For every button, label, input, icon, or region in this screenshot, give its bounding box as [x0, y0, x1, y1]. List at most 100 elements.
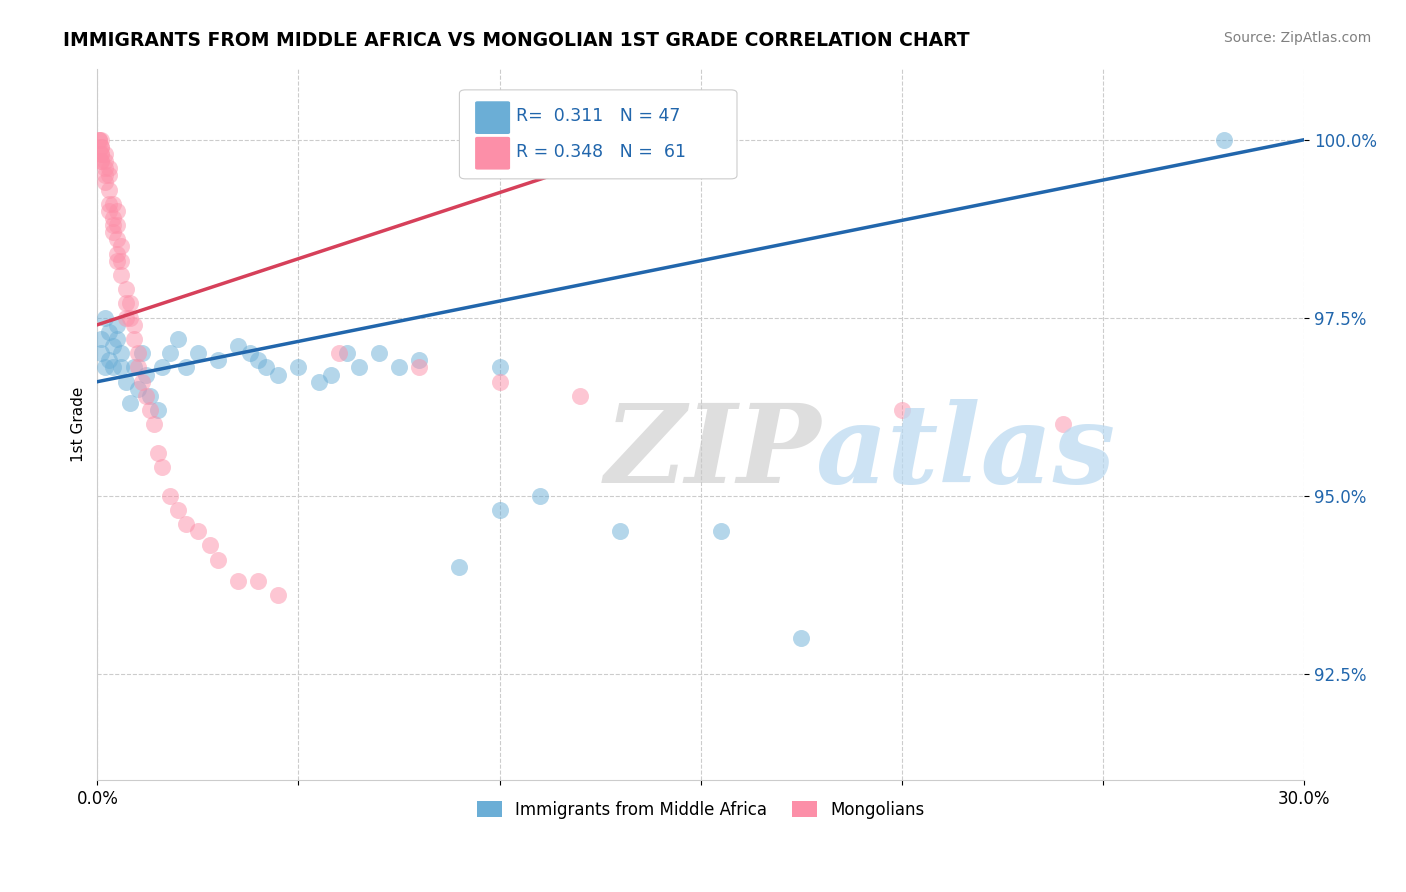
Point: [94, 161, 117, 176]
Point: [90, 140, 112, 154]
Point: [569, 389, 592, 403]
Point: [207, 353, 229, 368]
Point: [138, 403, 160, 417]
Point: [94, 360, 117, 375]
Point: [114, 310, 136, 325]
Point: [98, 325, 121, 339]
Point: [336, 346, 359, 360]
Point: [529, 489, 551, 503]
Point: [90, 147, 112, 161]
Point: [159, 489, 181, 503]
Point: [90, 147, 112, 161]
Point: [308, 375, 330, 389]
Text: Source: ZipAtlas.com: Source: ZipAtlas.com: [1223, 31, 1371, 45]
Point: [287, 360, 309, 375]
Point: [319, 368, 342, 382]
Point: [98, 169, 121, 183]
Point: [159, 346, 181, 360]
Point: [90, 332, 112, 346]
Point: [146, 403, 169, 417]
Point: [408, 353, 430, 368]
Y-axis label: 1st Grade: 1st Grade: [72, 387, 86, 462]
Point: [94, 147, 117, 161]
Point: [198, 538, 221, 552]
Point: [94, 169, 117, 183]
Point: [110, 360, 132, 375]
Point: [107, 203, 129, 218]
Point: [368, 346, 391, 360]
FancyBboxPatch shape: [475, 102, 510, 134]
Point: [94, 175, 117, 189]
Point: [226, 574, 249, 588]
FancyBboxPatch shape: [475, 136, 510, 169]
Point: [254, 360, 277, 375]
Point: [267, 368, 290, 382]
Point: [142, 417, 165, 432]
Point: [127, 382, 149, 396]
Point: [107, 232, 129, 246]
Point: [449, 559, 471, 574]
Point: [174, 360, 197, 375]
Text: R = 0.348   N =  61: R = 0.348 N = 61: [516, 143, 686, 161]
Point: [388, 360, 411, 375]
Point: [488, 375, 510, 389]
Point: [328, 346, 350, 360]
Point: [98, 161, 121, 176]
Point: [166, 332, 188, 346]
Point: [890, 403, 912, 417]
Point: [103, 211, 125, 225]
Point: [87, 133, 110, 147]
Point: [347, 360, 370, 375]
Point: [1212, 133, 1234, 147]
Point: [114, 282, 136, 296]
Point: [174, 517, 197, 532]
Point: [609, 524, 631, 538]
Point: [239, 346, 262, 360]
Point: [118, 396, 141, 410]
Point: [166, 503, 188, 517]
Point: [118, 310, 141, 325]
Point: [114, 375, 136, 389]
Point: [135, 368, 157, 382]
Point: [90, 140, 112, 154]
Point: [110, 268, 132, 282]
Point: [98, 182, 121, 196]
FancyBboxPatch shape: [460, 90, 737, 178]
Point: [107, 253, 129, 268]
Point: [146, 446, 169, 460]
Point: [247, 353, 270, 368]
Point: [110, 346, 132, 360]
Point: [89, 133, 111, 147]
Point: [107, 332, 129, 346]
Point: [107, 218, 129, 232]
Point: [90, 154, 112, 169]
Point: [127, 346, 149, 360]
Text: R=  0.311   N = 47: R= 0.311 N = 47: [516, 107, 681, 125]
Point: [408, 360, 430, 375]
Point: [790, 631, 813, 645]
Point: [103, 339, 125, 353]
Point: [94, 154, 117, 169]
Point: [131, 375, 153, 389]
Point: [1052, 417, 1074, 432]
Point: [98, 196, 121, 211]
Point: [247, 574, 270, 588]
Point: [110, 253, 132, 268]
Point: [90, 154, 112, 169]
Point: [138, 389, 160, 403]
Text: ZIP: ZIP: [605, 399, 821, 507]
Point: [207, 552, 229, 566]
Point: [488, 360, 510, 375]
Text: IMMIGRANTS FROM MIDDLE AFRICA VS MONGOLIAN 1ST GRADE CORRELATION CHART: IMMIGRANTS FROM MIDDLE AFRICA VS MONGOLI…: [63, 31, 970, 50]
Point: [488, 503, 510, 517]
Point: [103, 218, 125, 232]
Point: [150, 360, 173, 375]
Point: [90, 133, 112, 147]
Point: [98, 203, 121, 218]
Point: [114, 296, 136, 310]
Point: [122, 318, 145, 332]
Point: [135, 389, 157, 403]
Point: [127, 360, 149, 375]
Point: [94, 310, 117, 325]
Point: [187, 346, 209, 360]
